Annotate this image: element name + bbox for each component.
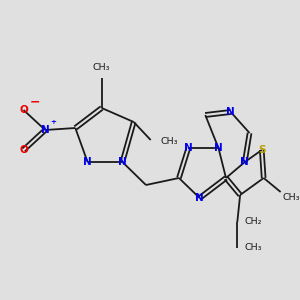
Text: N: N (118, 157, 127, 167)
Text: O: O (19, 145, 28, 155)
Text: CH₃: CH₃ (245, 244, 262, 253)
Text: N: N (226, 107, 235, 117)
Text: CH₃: CH₃ (160, 137, 178, 146)
Text: N: N (41, 125, 50, 135)
Text: O: O (19, 105, 28, 115)
Text: N: N (83, 157, 92, 167)
Text: +: + (50, 119, 56, 125)
Text: CH₂: CH₂ (245, 218, 262, 226)
Text: CH₃: CH₃ (93, 64, 110, 73)
Text: S: S (258, 145, 266, 155)
Text: CH₃: CH₃ (283, 193, 300, 202)
Text: N: N (214, 143, 223, 153)
Text: N: N (184, 143, 193, 153)
Text: −: − (30, 95, 40, 109)
Text: N: N (241, 157, 249, 167)
Text: N: N (195, 193, 204, 203)
